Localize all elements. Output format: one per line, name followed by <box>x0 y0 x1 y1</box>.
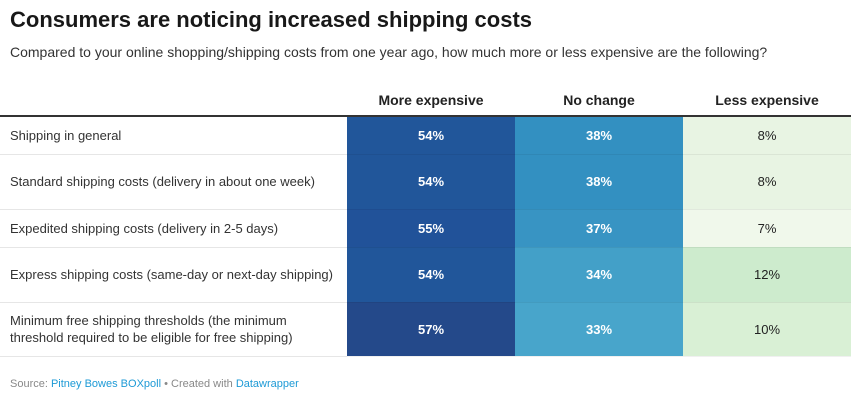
cell-more-expensive: 55% <box>347 209 515 248</box>
row-label: Express shipping costs (same-day or next… <box>0 247 347 303</box>
cell-no-change: 38% <box>515 116 683 155</box>
table-row: Shipping in general 54% 38% 8% <box>0 116 851 155</box>
cell-less-expensive: 8% <box>683 154 851 210</box>
cell-less-expensive: 8% <box>683 116 851 155</box>
footer: Source: Pitney Bowes BOXpoll • Created w… <box>10 378 299 390</box>
data-table: More expensive No change Less expensive … <box>0 85 851 357</box>
chart-title: Consumers are noticing increased shippin… <box>10 7 533 32</box>
table-row: Standard shipping costs (delivery in abo… <box>0 154 851 210</box>
cell-more-expensive: 54% <box>347 154 515 210</box>
row-label: Standard shipping costs (delivery in abo… <box>0 154 347 210</box>
footer-separator: • Created with <box>161 378 236 390</box>
cell-more-expensive: 54% <box>347 116 515 155</box>
cell-more-expensive: 57% <box>347 302 515 357</box>
cell-less-expensive: 7% <box>683 209 851 248</box>
row-label: Minimum free shipping thresholds (the mi… <box>0 302 347 357</box>
source-link[interactable]: Pitney Bowes BOXpoll <box>50 378 162 390</box>
header-label <box>0 85 347 117</box>
cell-no-change: 38% <box>515 154 683 210</box>
table-row: Minimum free shipping thresholds (the mi… <box>0 302 851 357</box>
header-more-expensive: More expensive <box>347 85 515 117</box>
row-label: Shipping in general <box>0 116 347 155</box>
cell-less-expensive: 10% <box>683 302 851 357</box>
cell-no-change: 33% <box>515 302 683 357</box>
chart-subtitle: Compared to your online shopping/shippin… <box>10 44 768 60</box>
table-row: Expedited shipping costs (delivery in 2-… <box>0 209 851 248</box>
cell-more-expensive: 54% <box>347 247 515 303</box>
row-label: Expedited shipping costs (delivery in 2-… <box>0 209 347 248</box>
cell-no-change: 34% <box>515 247 683 303</box>
datawrapper-link[interactable]: Datawrapper <box>235 378 299 390</box>
source-label: Source: <box>10 378 51 390</box>
cell-less-expensive: 12% <box>683 247 851 303</box>
header-no-change: No change <box>515 85 683 117</box>
table-row: Express shipping costs (same-day or next… <box>0 247 851 303</box>
cell-no-change: 37% <box>515 209 683 248</box>
header-less-expensive: Less expensive <box>683 85 851 117</box>
